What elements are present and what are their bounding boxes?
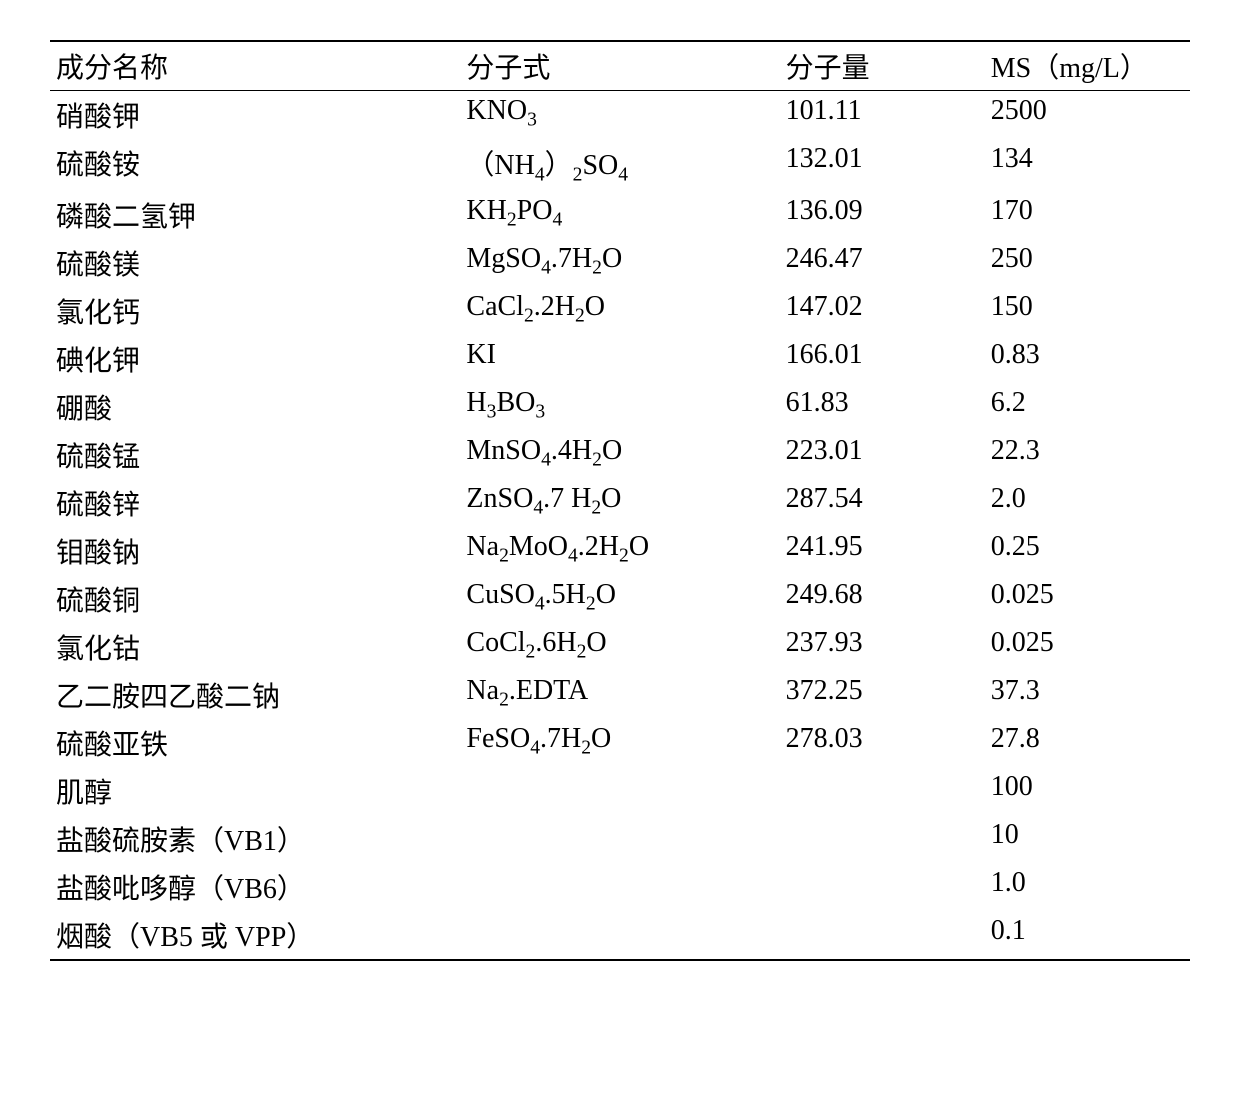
table-row: 硫酸锰MnSO4.4H2O223.0122.3: [50, 431, 1190, 479]
cell-ms: 134: [985, 139, 1190, 191]
cell-name: 磷酸二氢钾: [50, 191, 460, 239]
cell-name: 碘化钾: [50, 335, 460, 383]
cell-ms: 27.8: [985, 719, 1190, 767]
table-row: 硫酸镁MgSO4.7H2O246.47250: [50, 239, 1190, 287]
cell-mw: 223.01: [780, 431, 985, 479]
cell-ms: 0.1: [985, 911, 1190, 960]
cell-mw: 61.83: [780, 383, 985, 431]
cell-name: 硼酸: [50, 383, 460, 431]
cell-formula: Na2.EDTA: [460, 671, 779, 719]
cell-name: 盐酸吡哆醇（VB6）: [50, 863, 460, 911]
cell-formula: CoCl2.6H2O: [460, 623, 779, 671]
cell-formula: FeSO4.7H2O: [460, 719, 779, 767]
cell-formula: KH2PO4: [460, 191, 779, 239]
table-row: 碘化钾KI166.010.83: [50, 335, 1190, 383]
cell-formula: CaCl2.2H2O: [460, 287, 779, 335]
cell-formula: （NH4）2SO4: [460, 139, 779, 191]
cell-formula: H3BO3: [460, 383, 779, 431]
cell-ms: 10: [985, 815, 1190, 863]
table-row: 乙二胺四乙酸二钠Na2.EDTA372.2537.3: [50, 671, 1190, 719]
cell-formula: Na2MoO4.2H2O: [460, 527, 779, 575]
col-header-name: 成分名称: [50, 41, 460, 91]
cell-ms: 0.83: [985, 335, 1190, 383]
table-row: 烟酸（VB5 或 VPP） 0.1: [50, 911, 1190, 960]
cell-name: 肌醇: [50, 767, 460, 815]
cell-mw: [780, 767, 985, 815]
table-row: 肌醇 100: [50, 767, 1190, 815]
cell-name: 硫酸铜: [50, 575, 460, 623]
cell-name: 硫酸锌: [50, 479, 460, 527]
cell-formula: CuSO4.5H2O: [460, 575, 779, 623]
cell-mw: 249.68: [780, 575, 985, 623]
cell-ms: 250: [985, 239, 1190, 287]
table-row: 硫酸锌ZnSO4.7 H2O287.542.0: [50, 479, 1190, 527]
cell-name: 氯化钴: [50, 623, 460, 671]
cell-formula: KI: [460, 335, 779, 383]
cell-formula: [460, 863, 779, 911]
table-row: 硝酸钾KNO3101.112500: [50, 91, 1190, 140]
cell-mw: 278.03: [780, 719, 985, 767]
cell-name: 硫酸亚铁: [50, 719, 460, 767]
cell-mw: 147.02: [780, 287, 985, 335]
table-row: 硫酸亚铁FeSO4.7H2O278.0327.8: [50, 719, 1190, 767]
cell-name: 钼酸钠: [50, 527, 460, 575]
cell-ms: 2.0: [985, 479, 1190, 527]
cell-ms: 6.2: [985, 383, 1190, 431]
cell-ms: 22.3: [985, 431, 1190, 479]
cell-formula: MgSO4.7H2O: [460, 239, 779, 287]
cell-name: 硝酸钾: [50, 91, 460, 140]
cell-mw: 372.25: [780, 671, 985, 719]
table-row: 硫酸铵（NH4）2SO4132.01134: [50, 139, 1190, 191]
cell-mw: 287.54: [780, 479, 985, 527]
cell-name: 硫酸镁: [50, 239, 460, 287]
cell-ms: 170: [985, 191, 1190, 239]
table-row: 钼酸钠Na2MoO4.2H2O241.950.25: [50, 527, 1190, 575]
cell-formula: KNO3: [460, 91, 779, 140]
cell-formula: [460, 815, 779, 863]
col-header-ms: MS（mg/L）: [985, 41, 1190, 91]
table-row: 硼酸H3BO361.836.2: [50, 383, 1190, 431]
table-row: 盐酸硫胺素（VB1） 10: [50, 815, 1190, 863]
cell-name: 氯化钙: [50, 287, 460, 335]
table-row: 氯化钙CaCl2.2H2O147.02150: [50, 287, 1190, 335]
cell-mw: 132.01: [780, 139, 985, 191]
composition-table-wrap: 成分名称 分子式 分子量 MS（mg/L） 硝酸钾KNO3101.112500硫…: [50, 40, 1190, 961]
cell-name: 乙二胺四乙酸二钠: [50, 671, 460, 719]
cell-name: 烟酸（VB5 或 VPP）: [50, 911, 460, 960]
cell-formula: [460, 767, 779, 815]
cell-mw: [780, 911, 985, 960]
cell-ms: 2500: [985, 91, 1190, 140]
cell-ms: 0.025: [985, 575, 1190, 623]
table-row: 盐酸吡哆醇（VB6） 1.0: [50, 863, 1190, 911]
cell-mw: 241.95: [780, 527, 985, 575]
cell-mw: 101.11: [780, 91, 985, 140]
table-header-row: 成分名称 分子式 分子量 MS（mg/L）: [50, 41, 1190, 91]
cell-name: 硫酸锰: [50, 431, 460, 479]
col-header-mw: 分子量: [780, 41, 985, 91]
cell-mw: [780, 863, 985, 911]
table-body: 硝酸钾KNO3101.112500硫酸铵（NH4）2SO4132.01134磷酸…: [50, 91, 1190, 960]
composition-table: 成分名称 分子式 分子量 MS（mg/L） 硝酸钾KNO3101.112500硫…: [50, 40, 1190, 961]
table-row: 磷酸二氢钾KH2PO4136.09170: [50, 191, 1190, 239]
cell-ms: 37.3: [985, 671, 1190, 719]
cell-mw: 237.93: [780, 623, 985, 671]
cell-mw: 136.09: [780, 191, 985, 239]
cell-ms: 1.0: [985, 863, 1190, 911]
cell-formula: [460, 911, 779, 960]
table-row: 硫酸铜CuSO4.5H2O249.680.025: [50, 575, 1190, 623]
cell-ms: 0.025: [985, 623, 1190, 671]
table-row: 氯化钴CoCl2.6H2O237.930.025: [50, 623, 1190, 671]
cell-ms: 100: [985, 767, 1190, 815]
cell-ms: 150: [985, 287, 1190, 335]
cell-formula: ZnSO4.7 H2O: [460, 479, 779, 527]
cell-ms: 0.25: [985, 527, 1190, 575]
cell-name: 盐酸硫胺素（VB1）: [50, 815, 460, 863]
cell-mw: 246.47: [780, 239, 985, 287]
cell-formula: MnSO4.4H2O: [460, 431, 779, 479]
cell-mw: [780, 815, 985, 863]
col-header-formula: 分子式: [460, 41, 779, 91]
cell-mw: 166.01: [780, 335, 985, 383]
cell-name: 硫酸铵: [50, 139, 460, 191]
